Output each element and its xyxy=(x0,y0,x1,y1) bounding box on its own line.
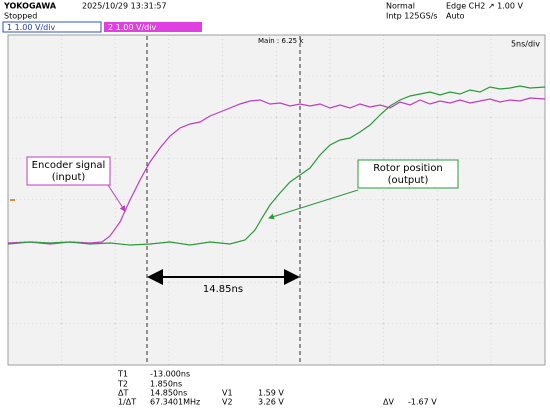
annotation-arrow xyxy=(268,189,359,220)
meas-value: 67.3401MHz xyxy=(150,398,200,407)
grid xyxy=(8,35,545,365)
meas-label: ΔT xyxy=(118,389,128,398)
meas-value: -13.000ns xyxy=(150,370,190,379)
trigger-mode: Auto xyxy=(446,12,465,21)
annotation-text: (input) xyxy=(52,172,86,183)
channel-1-box xyxy=(2,21,102,33)
channel-2-label: 2 1.00 V/div xyxy=(108,23,156,32)
trigger: Edge CH2 ↗ 1.00 V xyxy=(446,2,524,11)
meas-label: V2 xyxy=(222,398,233,407)
annotation-text: Encoder signal xyxy=(32,160,106,171)
main-zoom: Main : 6.25 k xyxy=(258,37,304,45)
meas-label: T2 xyxy=(117,380,128,389)
meas-value: 1.59 V xyxy=(258,389,284,398)
meas-label: 1/ΔT xyxy=(118,398,136,407)
annotation-box-encoder xyxy=(26,156,111,186)
annotation-text: (output) xyxy=(388,175,429,186)
meas-value: 1.850ns xyxy=(150,380,182,389)
meas-value: 14.850ns xyxy=(150,389,187,398)
channel-2-box xyxy=(104,22,202,32)
annotation-text: Rotor position xyxy=(373,163,443,174)
sampling: Intp 125GS/s xyxy=(386,12,438,21)
mode: Normal xyxy=(386,2,415,11)
channel-1-label: 1 1.00 V/div xyxy=(7,23,55,32)
brand: YOKOGAWA xyxy=(3,2,57,11)
meas-value: -1.67 V xyxy=(408,398,437,407)
meas-label: ΔV xyxy=(383,398,394,407)
annotation-box-rotor xyxy=(357,159,459,189)
status: Stopped xyxy=(4,12,37,21)
trace-ch1 xyxy=(7,85,546,246)
meas-value: 3.26 V xyxy=(258,398,284,407)
meas-label: V1 xyxy=(222,389,233,398)
delta-label: 14.85ns xyxy=(203,284,243,295)
meas-label: T1 xyxy=(117,370,128,379)
trace-ch2 xyxy=(7,97,546,245)
datetime: 2025/10/29 13:31:57 xyxy=(82,2,167,11)
timebase: 5ns/div xyxy=(511,40,540,49)
annotation-arrow xyxy=(107,184,126,212)
